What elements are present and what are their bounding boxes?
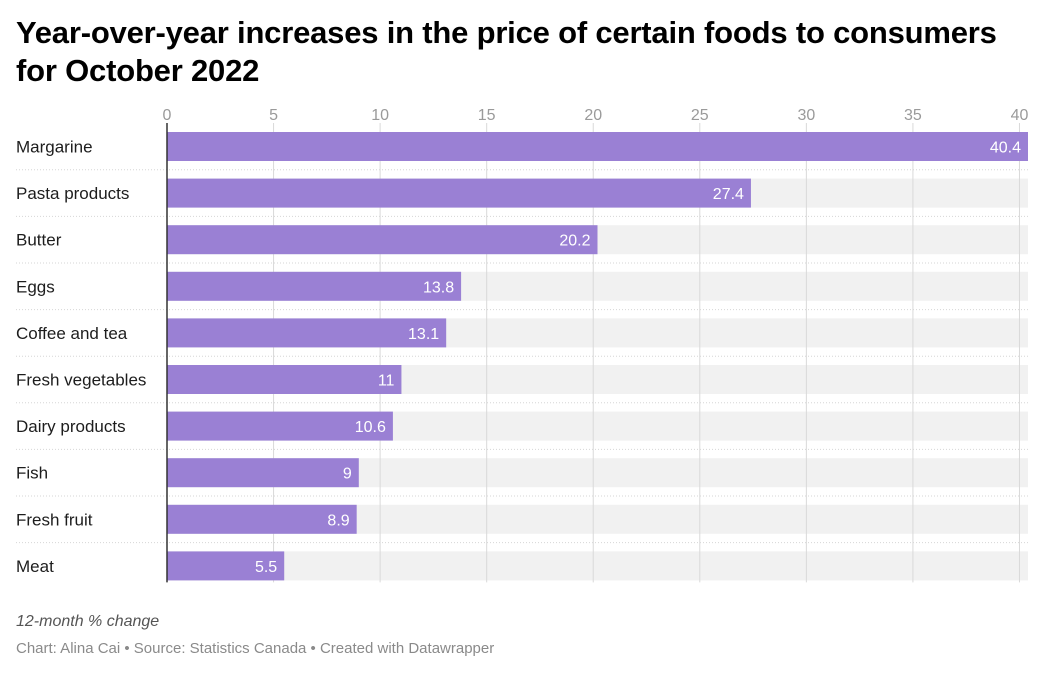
bar bbox=[167, 271, 462, 301]
category-label: Butter bbox=[16, 231, 62, 250]
category-label: Pasta products bbox=[16, 184, 129, 203]
value-label: 5.5 bbox=[255, 559, 277, 576]
x-tick-label: 0 bbox=[163, 107, 172, 124]
bar bbox=[167, 411, 393, 441]
bar bbox=[167, 504, 357, 534]
bar bbox=[167, 318, 447, 348]
value-label: 10.6 bbox=[355, 419, 386, 436]
bar-chart: 0 5 10 15 20 25 30 35 40 Margarine 40.4 Pasta produ… bbox=[16, 107, 1029, 583]
value-label: 27.4 bbox=[713, 186, 744, 203]
value-label: 11 bbox=[378, 373, 395, 390]
x-tick-label: 5 bbox=[269, 107, 278, 124]
value-label: 20.2 bbox=[559, 233, 590, 250]
x-tick-label: 10 bbox=[371, 107, 389, 124]
value-label: 13.1 bbox=[408, 326, 439, 343]
value-label: 9 bbox=[343, 466, 352, 483]
x-tick-label: 20 bbox=[584, 107, 602, 124]
bar bbox=[167, 365, 402, 394]
bar bbox=[167, 132, 1028, 161]
category-label: Fish bbox=[16, 464, 48, 483]
category-label: Fresh fruit bbox=[16, 510, 93, 529]
chart-note: 12-month % change bbox=[16, 613, 160, 630]
value-label: 13.8 bbox=[423, 279, 454, 296]
value-label: 8.9 bbox=[327, 512, 349, 529]
chart-credit: Chart: Alina Cai • Source: Statistics Ca… bbox=[16, 640, 495, 657]
x-tick-label: 40 bbox=[1011, 107, 1029, 124]
category-label: Coffee and tea bbox=[16, 324, 128, 343]
bar bbox=[167, 225, 598, 255]
x-tick-label: 15 bbox=[478, 107, 496, 124]
bar-track bbox=[167, 551, 1028, 581]
category-label: Dairy products bbox=[16, 417, 126, 436]
category-label: Meat bbox=[16, 557, 54, 576]
bar bbox=[167, 551, 285, 581]
category-label: Eggs bbox=[16, 277, 55, 296]
category-label: Margarine bbox=[16, 138, 93, 157]
x-tick-label: 30 bbox=[797, 107, 815, 124]
chart-title: Year-over-year increases in the price of… bbox=[16, 15, 997, 88]
category-label: Fresh vegetables bbox=[16, 371, 146, 390]
value-label: 40.4 bbox=[990, 140, 1021, 157]
x-tick-label: 25 bbox=[691, 107, 709, 124]
bar bbox=[167, 178, 751, 208]
x-tick-label: 35 bbox=[904, 107, 922, 124]
bar bbox=[167, 458, 359, 488]
